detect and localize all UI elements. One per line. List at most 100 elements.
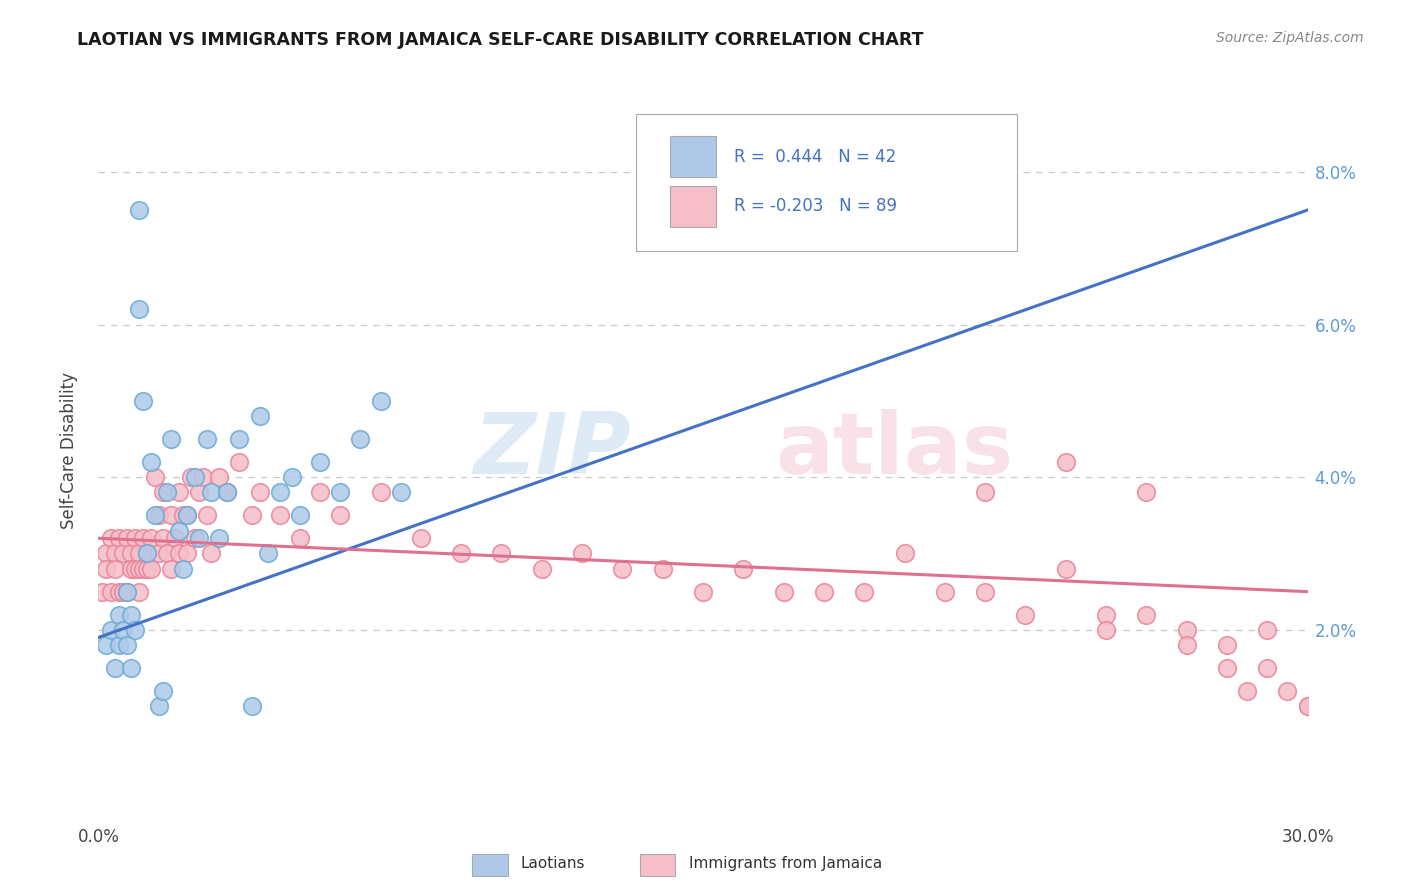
Point [370,393,392,408]
Point [103,547,125,561]
Point [370,485,392,500]
Point [200,485,222,500]
Point [228,455,250,469]
Point [100,623,122,637]
Point [1216,661,1239,675]
Point [107,638,129,652]
Point [111,547,134,561]
Point [124,562,146,576]
Point [1095,623,1118,637]
Point [139,562,162,576]
Point [188,485,211,500]
Point [491,547,513,561]
Point [200,547,222,561]
Point [1175,623,1198,637]
Point [152,531,174,545]
FancyBboxPatch shape [637,113,1018,251]
Point [269,508,291,523]
Point [1135,607,1157,622]
Point [128,302,150,317]
Point [772,584,794,599]
Point [249,485,271,500]
Point [1054,455,1077,469]
Point [107,531,129,545]
Point [96,562,118,576]
Point [152,684,174,698]
Point [107,607,129,622]
Point [96,638,118,652]
Point [450,547,472,561]
Point [195,508,218,523]
Point [139,531,162,545]
Point [1256,623,1278,637]
Point [288,531,311,545]
Point [256,547,278,561]
Point [128,202,150,217]
Point [409,531,432,545]
Point [184,470,207,484]
Point [1216,638,1239,652]
Point [1277,684,1299,698]
Point [180,470,202,484]
FancyBboxPatch shape [671,136,716,177]
Point [176,547,198,561]
Point [288,508,311,523]
Point [120,607,142,622]
Point [115,584,138,599]
Point [167,524,190,538]
Point [240,508,263,523]
Point [148,508,170,523]
Text: LAOTIAN VS IMMIGRANTS FROM JAMAICA SELF-CARE DISABILITY CORRELATION CHART: LAOTIAN VS IMMIGRANTS FROM JAMAICA SELF-… [77,31,924,49]
Point [217,485,239,500]
Point [195,432,218,446]
Point [143,508,166,523]
Point [733,562,755,576]
Point [152,485,174,500]
Point [128,547,150,561]
Point [893,547,915,561]
Point [128,562,150,576]
Point [156,547,179,561]
Point [172,508,194,523]
Point [120,661,142,675]
Point [281,470,304,484]
Point [934,584,956,599]
Point [530,562,553,576]
Point [571,547,593,561]
Point [692,584,714,599]
Point [148,547,170,561]
Text: Laotians: Laotians [520,856,585,871]
Point [100,584,122,599]
Point [1135,485,1157,500]
Point [217,485,239,500]
Point [167,547,190,561]
Point [115,584,138,599]
Point [309,485,332,500]
Point [132,531,155,545]
Point [1054,562,1077,576]
Point [132,393,155,408]
Point [349,432,371,446]
Point [208,470,231,484]
Point [124,623,146,637]
Point [135,547,157,561]
Point [240,699,263,714]
Point [188,531,211,545]
Point [139,455,162,469]
Point [111,584,134,599]
Point [1014,607,1036,622]
Point [167,485,190,500]
Point [143,470,166,484]
Text: atlas: atlas [776,409,1014,492]
Point [974,485,997,500]
Point [193,470,215,484]
Point [135,562,157,576]
Point [103,661,125,675]
Point [96,547,118,561]
Point [1296,699,1319,714]
Point [329,485,352,500]
Point [1175,638,1198,652]
Point [120,547,142,561]
Point [1256,661,1278,675]
Point [309,455,332,469]
